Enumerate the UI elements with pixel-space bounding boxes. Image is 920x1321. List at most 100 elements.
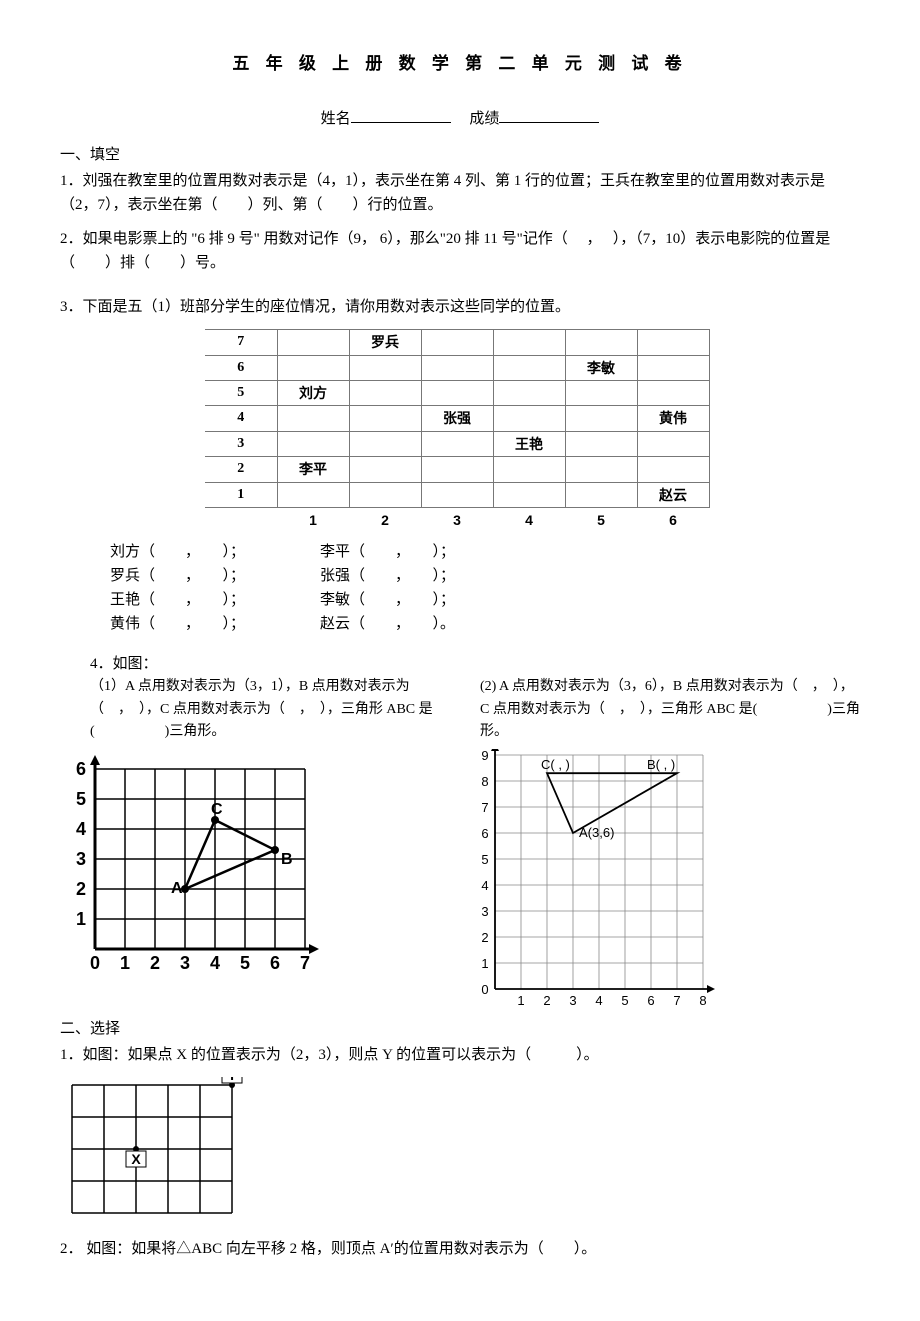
svg-text:2: 2 (150, 953, 160, 973)
svg-text:6: 6 (76, 759, 86, 779)
cell (565, 380, 637, 405)
svg-text:6: 6 (270, 953, 280, 973)
cell (349, 482, 421, 507)
cell: 李敏 (565, 355, 637, 380)
q3-answer-lines: 刘方（ ， ）；李平（ ， ）； 罗兵（ ， ）；张强（ ， ）； 王艳（ ， … (110, 540, 860, 636)
cell (421, 431, 493, 456)
row-label: 4 (205, 406, 277, 431)
col-label: 1 (277, 507, 349, 532)
cell: 王艳 (493, 431, 565, 456)
cell: 黄伟 (637, 406, 709, 431)
answer-blank: 张强（ ， ）； (320, 568, 455, 584)
svg-text:5: 5 (481, 852, 488, 867)
cell (637, 380, 709, 405)
cell (349, 355, 421, 380)
svg-text:Y: Y (227, 1077, 237, 1083)
cell (277, 406, 349, 431)
svg-text:4: 4 (210, 953, 220, 973)
col-label: 2 (349, 507, 421, 532)
svg-text:5: 5 (240, 953, 250, 973)
svg-text:6: 6 (647, 993, 654, 1008)
cell (277, 330, 349, 355)
svg-text:X: X (131, 1151, 141, 1167)
chart-xy-grid: XY (60, 1077, 260, 1227)
svg-text:2: 2 (543, 993, 550, 1008)
cell (637, 457, 709, 482)
svg-text:C( , ): C( , ) (541, 758, 570, 773)
cell (349, 406, 421, 431)
cell (493, 406, 565, 431)
cell (349, 431, 421, 456)
svg-text:A(3,6): A(3,6) (579, 825, 614, 840)
s2-question-2: 2． 如图：如果将△ABC 向左平移 2 格，则顶点 A′的位置用数对表示为（ … (60, 1237, 860, 1261)
name-score-line: 姓名 成绩 (60, 107, 860, 131)
question-3-text: 3．下面是五（1）班部分学生的座位情况，请你用数对表示这些同学的位置。 (60, 295, 860, 319)
row-label: 2 (205, 457, 277, 482)
svg-text:3: 3 (76, 849, 86, 869)
row-label: 1 (205, 482, 277, 507)
answer-blank: 罗兵（ ， ）； (110, 564, 320, 588)
cell (349, 457, 421, 482)
cell (565, 330, 637, 355)
col-label: 5 (565, 507, 637, 532)
q4-left-text: （1）A 点用数对表示为（3，1），B 点用数对表示为（ ， ），C 点用数对表… (90, 676, 470, 743)
blank (205, 507, 277, 532)
svg-text:7: 7 (481, 800, 488, 815)
svg-text:3: 3 (569, 993, 576, 1008)
cell: 张强 (421, 406, 493, 431)
cell: 罗兵 (349, 330, 421, 355)
svg-text:B: B (281, 851, 293, 868)
seating-table-wrap: 7 罗兵 6 李敏 5 刘方 4 (205, 329, 860, 532)
cell (277, 482, 349, 507)
answer-blank: 赵云（ ， ）。 (320, 616, 455, 632)
row-label: 5 (205, 380, 277, 405)
svg-text:7: 7 (300, 953, 310, 973)
row-label: 6 (205, 355, 277, 380)
cell (421, 380, 493, 405)
cell (493, 355, 565, 380)
svg-text:B( , ): B( , ) (647, 758, 675, 773)
svg-text:4: 4 (76, 819, 86, 839)
cell (493, 457, 565, 482)
svg-text:1: 1 (517, 993, 524, 1008)
col-label: 3 (421, 507, 493, 532)
score-input-line[interactable] (499, 108, 599, 123)
answer-blank: 李敏（ ， ）； (320, 592, 455, 608)
cell (565, 482, 637, 507)
cell (277, 431, 349, 456)
q4-columns: （1）A 点用数对表示为（3，1），B 点用数对表示为（ ， ），C 点用数对表… (60, 676, 860, 743)
col-label: 6 (637, 507, 709, 532)
page-title: 五 年 级 上 册 数 学 第 二 单 元 测 试 卷 (60, 50, 860, 77)
question-4-heading: 4．如图： (60, 652, 860, 676)
svg-text:1: 1 (481, 956, 488, 971)
svg-text:0: 0 (90, 953, 100, 973)
svg-text:6: 6 (481, 826, 488, 841)
cell (349, 380, 421, 405)
answer-blank: 黄伟（ ， ）； (110, 612, 320, 636)
cell (637, 330, 709, 355)
cell (637, 431, 709, 456)
row-label: 3 (205, 431, 277, 456)
answer-blank: 王艳（ ， ）； (110, 588, 320, 612)
cell: 刘方 (277, 380, 349, 405)
svg-text:0: 0 (481, 982, 488, 997)
cell (493, 330, 565, 355)
svg-text:7: 7 (673, 993, 680, 1008)
svg-text:5: 5 (76, 789, 86, 809)
cell (421, 482, 493, 507)
section-2-heading: 二、选择 (60, 1017, 860, 1041)
svg-text:1: 1 (120, 953, 130, 973)
answer-blank: 刘方（ ， ）； (110, 540, 320, 564)
svg-text:2: 2 (481, 930, 488, 945)
question-1: 1．刘强在教室里的位置用数对表示是（4，1），表示坐在第 4 列、第 1 行的位… (60, 169, 860, 217)
col-label: 4 (493, 507, 565, 532)
svg-text:1: 1 (76, 909, 86, 929)
svg-text:C: C (211, 801, 223, 818)
cell (421, 457, 493, 482)
name-label: 姓名 (321, 111, 351, 127)
svg-text:8: 8 (481, 774, 488, 789)
cell (637, 355, 709, 380)
name-input-line[interactable] (351, 108, 451, 123)
score-label: 成绩 (469, 111, 499, 127)
answer-blank: 李平（ ， ）； (320, 544, 455, 560)
